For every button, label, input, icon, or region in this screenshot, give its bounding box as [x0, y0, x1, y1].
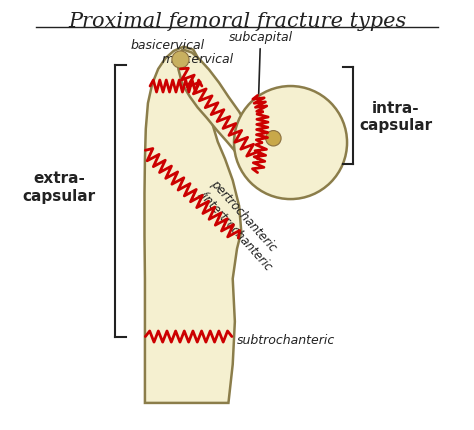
Text: basicervical: basicervical: [130, 39, 205, 52]
Circle shape: [172, 52, 189, 69]
Text: subtrochanteric: subtrochanteric: [237, 333, 335, 346]
Polygon shape: [178, 50, 262, 173]
Text: subcapital: subcapital: [228, 31, 292, 125]
Text: Proximal femoral fracture types: Proximal femoral fracture types: [68, 12, 406, 31]
Text: extra-
capsular: extra- capsular: [23, 171, 96, 203]
Circle shape: [234, 87, 347, 200]
Polygon shape: [145, 48, 241, 403]
Text: intra-
capsular: intra- capsular: [359, 101, 432, 133]
Circle shape: [266, 131, 281, 147]
Text: pertrochanteric
/intertrochanteric: pertrochanteric /intertrochanteric: [197, 177, 287, 272]
Text: midcervical: midcervical: [162, 52, 234, 65]
